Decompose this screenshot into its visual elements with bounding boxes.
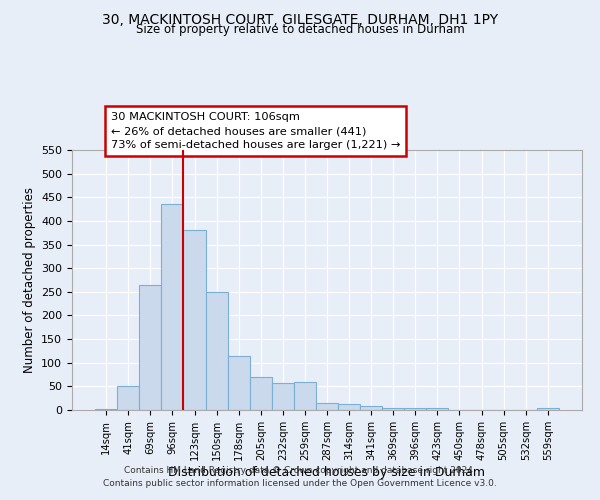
Text: Size of property relative to detached houses in Durham: Size of property relative to detached ho… (136, 22, 464, 36)
Bar (294, 382, 316, 410)
Bar (404, 408, 427, 410)
Bar (338, 404, 360, 410)
Bar (382, 408, 404, 410)
Y-axis label: Number of detached properties: Number of detached properties (23, 187, 35, 373)
Bar (250, 377, 272, 410)
Text: 30, MACKINTOSH COURT, GILESGATE, DURHAM, DH1 1PY: 30, MACKINTOSH COURT, GILESGATE, DURHAM,… (102, 12, 498, 26)
Bar (161, 204, 184, 410)
Bar (537, 408, 559, 410)
Bar (117, 386, 139, 410)
Bar (184, 230, 206, 410)
X-axis label: Distribution of detached houses by size in Durham: Distribution of detached houses by size … (169, 466, 485, 478)
Text: 30 MACKINTOSH COURT: 106sqm
← 26% of detached houses are smaller (441)
73% of se: 30 MACKINTOSH COURT: 106sqm ← 26% of det… (110, 112, 400, 150)
Bar (316, 403, 338, 410)
Bar (272, 382, 294, 410)
Text: Contains HM Land Registry data © Crown copyright and database right 2024.
Contai: Contains HM Land Registry data © Crown c… (103, 466, 497, 487)
Bar (360, 406, 382, 410)
Bar (427, 408, 448, 410)
Bar (95, 409, 117, 410)
Bar (227, 356, 250, 410)
Bar (139, 284, 161, 410)
Bar (206, 292, 227, 410)
